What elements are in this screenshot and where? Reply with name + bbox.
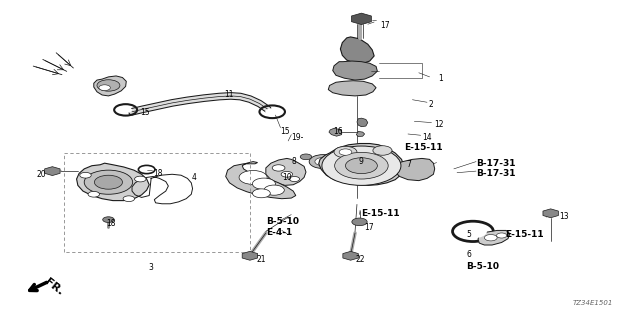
Text: E-15-11: E-15-11 <box>404 142 443 152</box>
Text: B-5-10: B-5-10 <box>266 217 299 226</box>
Text: B-17-31: B-17-31 <box>476 159 516 168</box>
Circle shape <box>102 217 114 222</box>
Text: 21: 21 <box>256 255 266 264</box>
Circle shape <box>265 108 279 115</box>
Circle shape <box>322 146 401 185</box>
Text: 2: 2 <box>428 100 433 109</box>
Polygon shape <box>478 230 510 245</box>
Circle shape <box>339 149 352 155</box>
Circle shape <box>272 165 285 171</box>
Circle shape <box>252 178 275 189</box>
Text: 19-: 19- <box>291 133 304 142</box>
Circle shape <box>123 196 134 202</box>
Text: 16: 16 <box>333 127 342 136</box>
Text: 18: 18 <box>106 219 116 228</box>
Text: 18: 18 <box>153 169 163 178</box>
Text: 1: 1 <box>438 74 443 83</box>
Circle shape <box>239 171 267 184</box>
Text: 15: 15 <box>280 127 290 136</box>
Polygon shape <box>356 132 365 137</box>
Text: 6: 6 <box>467 251 472 260</box>
Text: 13: 13 <box>559 212 568 221</box>
Circle shape <box>252 189 270 198</box>
Text: 17: 17 <box>365 223 374 232</box>
Polygon shape <box>77 163 149 201</box>
Circle shape <box>99 85 110 91</box>
Text: B-17-31: B-17-31 <box>476 169 516 178</box>
Text: E-15-11: E-15-11 <box>505 230 543 239</box>
Circle shape <box>88 191 100 197</box>
Polygon shape <box>266 158 306 185</box>
Circle shape <box>134 176 146 182</box>
Circle shape <box>309 155 337 169</box>
Text: TZ34E1501: TZ34E1501 <box>573 300 613 306</box>
Circle shape <box>264 185 284 195</box>
Circle shape <box>95 175 122 189</box>
Circle shape <box>84 170 132 194</box>
Polygon shape <box>333 61 378 80</box>
Text: 9: 9 <box>358 157 363 166</box>
Text: 8: 8 <box>291 157 296 166</box>
Circle shape <box>300 154 312 160</box>
Text: B-5-10: B-5-10 <box>467 261 500 270</box>
Text: E-4-1: E-4-1 <box>266 228 292 237</box>
Circle shape <box>335 152 388 179</box>
Circle shape <box>334 146 357 158</box>
Text: 4: 4 <box>191 173 196 182</box>
Text: 20: 20 <box>36 170 46 179</box>
Text: 12: 12 <box>435 120 444 129</box>
Circle shape <box>119 107 132 113</box>
Polygon shape <box>395 158 435 180</box>
Text: 17: 17 <box>381 21 390 30</box>
Circle shape <box>352 218 367 226</box>
Text: 7: 7 <box>406 160 411 169</box>
Circle shape <box>289 177 300 181</box>
Circle shape <box>97 80 120 91</box>
Circle shape <box>346 158 378 174</box>
Polygon shape <box>226 162 296 199</box>
Circle shape <box>315 157 332 166</box>
Polygon shape <box>340 37 374 63</box>
Text: 11: 11 <box>225 90 234 99</box>
Circle shape <box>459 224 487 238</box>
Text: FR.: FR. <box>43 276 65 297</box>
Circle shape <box>281 172 292 177</box>
Polygon shape <box>94 76 126 96</box>
Polygon shape <box>357 118 368 127</box>
Circle shape <box>80 172 92 178</box>
Text: E-15-11: E-15-11 <box>362 209 400 218</box>
Text: 15: 15 <box>140 108 150 117</box>
Polygon shape <box>329 128 342 136</box>
Circle shape <box>497 233 507 238</box>
Circle shape <box>373 146 392 155</box>
Text: 14: 14 <box>422 133 431 142</box>
Text: 3: 3 <box>148 263 153 272</box>
Text: 22: 22 <box>355 255 365 264</box>
Text: 5: 5 <box>467 230 472 239</box>
Polygon shape <box>319 143 404 185</box>
Polygon shape <box>328 81 376 96</box>
Circle shape <box>484 235 497 241</box>
Text: 10: 10 <box>282 173 291 182</box>
